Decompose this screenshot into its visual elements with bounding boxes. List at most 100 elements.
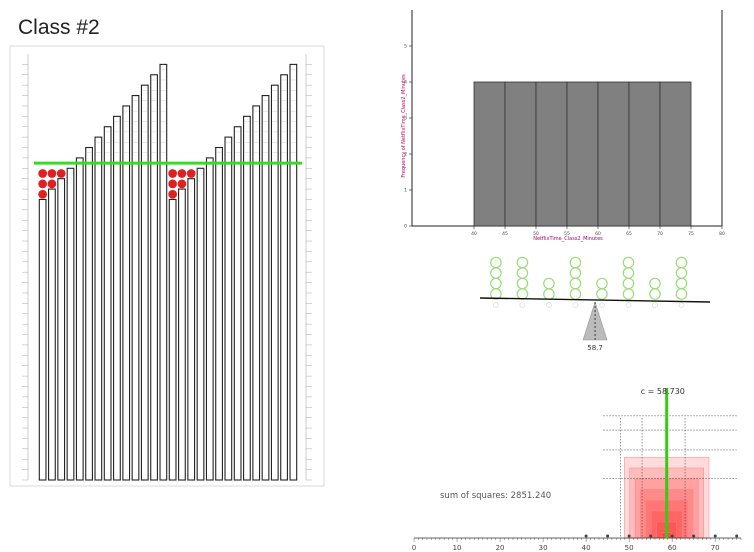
bar — [48, 188, 56, 481]
data-dot — [516, 288, 529, 300]
histogram-x-label: NetflixTime_Class2_Minutes — [533, 236, 603, 242]
y-tick-label: 0 — [404, 224, 407, 230]
sos-x-ticks: 0 10 20 30 40 50 60 70 — [412, 538, 742, 552]
deviation-dot — [168, 189, 178, 199]
bar-group — [38, 63, 298, 481]
data-point — [713, 534, 717, 538]
bar — [66, 167, 75, 481]
bar — [252, 105, 261, 481]
deviation-dot — [38, 189, 48, 199]
y-tick-label: 2 — [404, 152, 407, 158]
bar — [215, 146, 223, 481]
y-tick-label: 4 — [404, 80, 407, 86]
data-point — [606, 534, 610, 538]
deviation-dot — [38, 169, 48, 178]
y-tick-label: 3 — [404, 116, 407, 122]
fulcrum-marker[interactable] — [582, 301, 608, 341]
data-dot — [622, 267, 635, 279]
bar — [57, 178, 66, 481]
data-dot — [622, 256, 635, 269]
beam-marker — [599, 302, 605, 308]
bar — [85, 146, 93, 481]
bar — [233, 126, 242, 481]
data-dot — [516, 267, 529, 279]
histogram-bar — [628, 81, 661, 227]
bar — [205, 157, 214, 481]
x-tick-label: 30 — [539, 544, 548, 552]
x-tick-label: 70 — [657, 231, 663, 237]
bar — [122, 105, 131, 481]
data-dot — [490, 256, 502, 269]
data-point — [627, 534, 631, 538]
sum-of-squares-chart: 0 10 20 30 40 50 60 70 c = 58.730 sum of square… — [412, 387, 742, 552]
balance-beam — [479, 297, 711, 303]
beam-marker — [493, 302, 499, 308]
beam-marker — [625, 302, 632, 308]
y-tick-label: 1 — [404, 188, 407, 194]
data-dot — [569, 267, 582, 279]
x-tick-label: 75 — [688, 231, 694, 237]
x-tick-label: 45 — [502, 231, 508, 237]
histogram-bar — [597, 81, 630, 227]
beam-marker — [652, 302, 658, 308]
deviation-dot — [168, 179, 178, 189]
histogram-bar — [566, 81, 599, 227]
bar — [159, 63, 168, 481]
bar — [94, 136, 103, 481]
histogram-bar — [659, 81, 692, 227]
deviation-dot — [47, 169, 57, 178]
deviation-dot — [177, 169, 187, 178]
bar — [103, 126, 112, 481]
bar — [243, 115, 251, 481]
data-point — [584, 534, 588, 538]
x-tick-label: 0 — [412, 544, 416, 552]
slide-title: Class #2 — [18, 16, 100, 39]
x-tick-label: 60 — [668, 544, 677, 552]
histogram-y-label: Frequency of NetflixTime_Class2_Minutes — [401, 74, 407, 178]
data-dot — [596, 288, 608, 300]
beam-marker — [546, 302, 552, 308]
histogram-bars — [473, 81, 692, 227]
bar — [289, 63, 298, 481]
deviation-dot — [38, 179, 48, 189]
bar — [178, 188, 186, 481]
x-tick-label: 50 — [625, 544, 634, 552]
deviation-dots — [38, 169, 196, 199]
x-tick-label: 20 — [496, 544, 505, 552]
data-point — [692, 534, 696, 538]
deviation-dot — [177, 179, 187, 189]
bar — [187, 178, 196, 481]
y-tick-label: 5 — [404, 44, 407, 50]
bar — [224, 136, 233, 481]
data-dot — [569, 288, 582, 300]
x-tick-label: 10 — [453, 544, 462, 552]
beam-marker — [572, 302, 579, 308]
sum-of-squares-label: sum of squares: 2851.240 — [440, 491, 551, 501]
data-dot — [543, 277, 555, 290]
deviation-dot — [186, 169, 196, 178]
bar — [168, 198, 177, 481]
data-dot — [543, 288, 555, 300]
x-tick-label: 80 — [719, 231, 725, 237]
bar-chart-frame — [9, 45, 325, 487]
bar — [280, 74, 288, 481]
data-dot — [516, 256, 529, 269]
data-point — [735, 534, 739, 538]
data-dot — [490, 277, 502, 290]
deviation-dot — [47, 179, 57, 189]
data-dot — [649, 288, 661, 300]
balance-dotplot: 58.7 — [479, 256, 711, 352]
beam-marker — [678, 302, 685, 308]
x-tick-label: 40 — [582, 544, 591, 552]
data-dot — [596, 277, 608, 290]
bar — [38, 198, 47, 481]
center-label: c = 58.730 — [641, 387, 685, 396]
bar — [75, 157, 84, 481]
bar — [113, 115, 121, 481]
data-dot — [622, 277, 635, 290]
data-dot — [622, 288, 635, 300]
bar — [150, 74, 158, 481]
deviation-dot — [168, 169, 178, 178]
cumulative-bar-chart — [9, 45, 325, 487]
